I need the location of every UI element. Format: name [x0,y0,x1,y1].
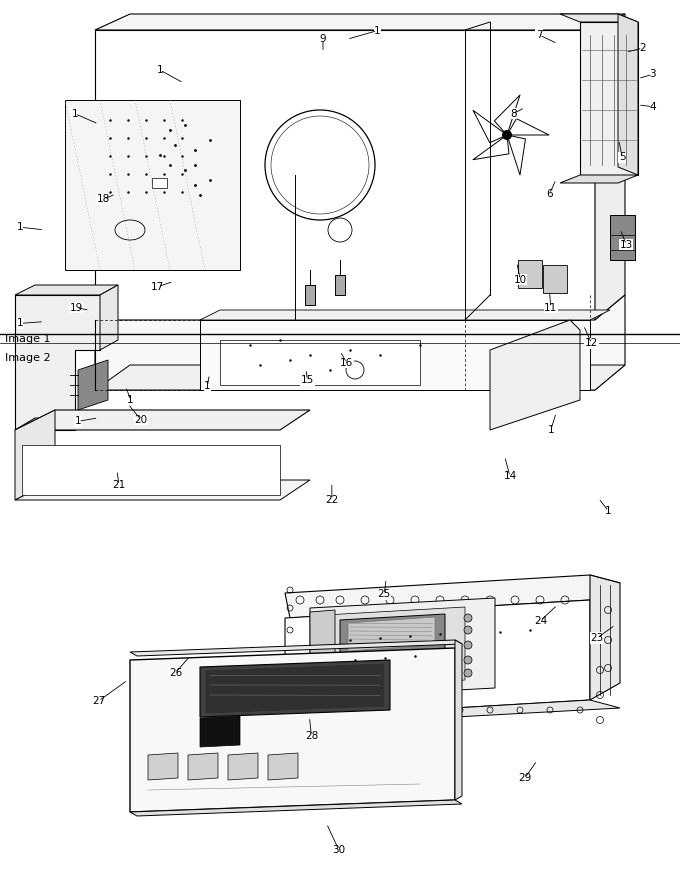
Text: 1: 1 [204,381,211,392]
Polygon shape [228,753,258,780]
Polygon shape [455,640,462,800]
Text: 20: 20 [134,414,148,425]
FancyBboxPatch shape [518,260,542,288]
Text: 14: 14 [503,471,517,482]
Polygon shape [560,175,638,183]
Polygon shape [618,14,638,175]
Polygon shape [285,600,590,718]
Polygon shape [200,320,590,390]
Text: 9: 9 [320,34,326,45]
Polygon shape [15,410,310,430]
Polygon shape [100,285,118,350]
Text: 26: 26 [169,668,182,678]
Text: 18: 18 [97,194,110,205]
Polygon shape [188,753,218,780]
Text: 7: 7 [536,30,543,40]
Text: 5: 5 [619,152,626,163]
Text: 24: 24 [534,615,547,626]
Text: 1: 1 [374,25,381,36]
Text: 1: 1 [71,108,78,119]
FancyBboxPatch shape [305,285,315,305]
Text: 4: 4 [649,101,656,112]
Polygon shape [95,14,625,30]
Circle shape [464,614,472,622]
Polygon shape [268,753,298,780]
Text: 21: 21 [112,480,126,490]
Circle shape [464,641,472,649]
Polygon shape [15,418,95,430]
Text: 22: 22 [325,495,339,505]
Text: 2: 2 [639,43,646,53]
Polygon shape [200,310,610,320]
Text: 3: 3 [649,69,656,80]
Text: 27: 27 [92,696,105,706]
Circle shape [464,656,472,664]
Text: 1: 1 [127,395,134,406]
Text: 28: 28 [305,731,318,741]
Polygon shape [15,480,310,500]
Circle shape [464,626,472,634]
Polygon shape [325,607,465,688]
Polygon shape [490,320,580,430]
Text: 6: 6 [546,189,553,199]
Polygon shape [200,660,390,717]
Polygon shape [580,22,638,175]
Polygon shape [285,575,620,618]
Polygon shape [310,610,335,687]
Text: 19: 19 [69,302,83,313]
Polygon shape [148,753,178,780]
Polygon shape [130,640,462,656]
Polygon shape [65,100,240,270]
Polygon shape [348,617,435,651]
Text: 11: 11 [544,302,558,313]
Text: 1: 1 [17,222,24,232]
Text: Image 2: Image 2 [5,353,50,364]
Text: 15: 15 [301,375,314,385]
Text: 1: 1 [605,506,612,517]
Text: Image 1: Image 1 [5,334,50,344]
Polygon shape [95,295,625,390]
Polygon shape [15,285,118,295]
Text: 1: 1 [547,425,554,435]
Polygon shape [285,700,620,726]
Polygon shape [15,410,55,500]
Circle shape [502,130,512,140]
Polygon shape [130,648,455,812]
Text: 23: 23 [590,633,604,643]
Text: 10: 10 [513,274,527,285]
Text: 16: 16 [340,357,354,368]
Text: 1: 1 [17,318,24,329]
Polygon shape [560,14,638,22]
FancyBboxPatch shape [543,265,567,293]
Text: 1: 1 [156,65,163,75]
Polygon shape [130,800,462,816]
Polygon shape [590,575,620,700]
Polygon shape [595,14,625,320]
Text: 12: 12 [585,338,598,349]
Text: 17: 17 [151,281,165,292]
Text: 30: 30 [332,844,345,855]
Text: 25: 25 [377,589,391,600]
Text: 8: 8 [510,108,517,119]
Polygon shape [205,663,385,714]
Polygon shape [340,614,445,656]
Polygon shape [310,598,495,698]
Polygon shape [610,215,635,260]
Polygon shape [95,365,625,390]
Polygon shape [78,360,108,410]
FancyBboxPatch shape [335,275,345,295]
Polygon shape [200,716,240,747]
Circle shape [464,669,472,677]
Text: 13: 13 [619,239,633,250]
Polygon shape [15,295,100,430]
Polygon shape [22,445,280,495]
Text: 1: 1 [75,416,82,427]
FancyBboxPatch shape [152,178,167,188]
Text: 29: 29 [518,773,532,783]
Polygon shape [220,340,420,385]
